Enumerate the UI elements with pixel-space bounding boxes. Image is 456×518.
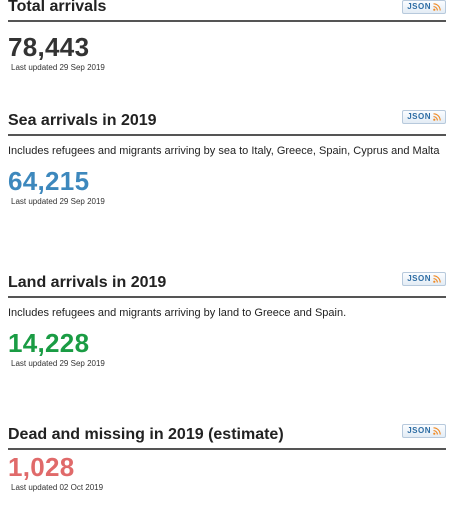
section-header: Sea arrivals in 2019 JSON bbox=[8, 110, 446, 136]
rss-icon bbox=[433, 275, 441, 283]
json-button[interactable]: JSON bbox=[402, 0, 446, 14]
sea-arrivals-value: 64,215 bbox=[8, 166, 90, 196]
land-arrivals-value: 14,228 bbox=[8, 328, 90, 358]
section-title: Total arrivals bbox=[8, 0, 107, 15]
rss-icon bbox=[433, 427, 441, 435]
json-button-label: JSON bbox=[407, 2, 431, 11]
total-arrivals-value: 78,443 bbox=[8, 32, 90, 62]
section-description: Includes refugees and migrants arriving … bbox=[8, 145, 440, 157]
rss-icon bbox=[433, 3, 441, 11]
json-button-label: JSON bbox=[407, 426, 431, 435]
section-header: Total arrivals JSON bbox=[8, 0, 446, 22]
total-arrivals-section: Total arrivals JSON 78,443 Last updated … bbox=[8, 0, 446, 72]
last-updated: Last updated 29 Sep 2019 bbox=[11, 63, 105, 72]
rss-icon bbox=[433, 113, 441, 121]
json-button[interactable]: JSON bbox=[402, 424, 446, 438]
dead-missing-section: Dead and missing in 2019 (estimate) JSON… bbox=[8, 424, 446, 492]
section-title: Sea arrivals in 2019 bbox=[8, 112, 157, 129]
last-updated: Last updated 02 Oct 2019 bbox=[11, 483, 104, 492]
section-title: Land arrivals in 2019 bbox=[8, 274, 167, 291]
json-button-label: JSON bbox=[407, 112, 431, 121]
last-updated: Last updated 29 Sep 2019 bbox=[11, 359, 105, 368]
section-description: Includes refugees and migrants arriving … bbox=[8, 307, 347, 319]
section-title: Dead and missing in 2019 (estimate) bbox=[8, 426, 284, 443]
section-header: Dead and missing in 2019 (estimate) JSON bbox=[8, 424, 446, 450]
section-header: Land arrivals in 2019 JSON bbox=[8, 272, 446, 298]
json-button-label: JSON bbox=[407, 274, 431, 283]
json-button[interactable]: JSON bbox=[402, 272, 446, 286]
sea-arrivals-section: Sea arrivals in 2019 JSON Includes refug… bbox=[8, 110, 446, 206]
dead-missing-value: 1,028 bbox=[8, 452, 75, 482]
json-button[interactable]: JSON bbox=[402, 110, 446, 124]
last-updated: Last updated 29 Sep 2019 bbox=[11, 197, 105, 206]
land-arrivals-section: Land arrivals in 2019 JSON Includes refu… bbox=[8, 272, 446, 368]
